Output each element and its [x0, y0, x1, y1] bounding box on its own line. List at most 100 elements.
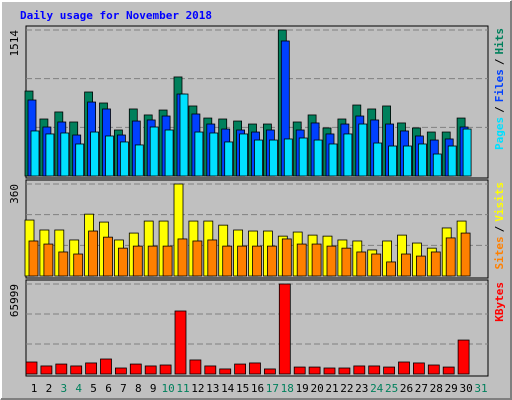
bar — [177, 238, 188, 277]
bar — [88, 230, 98, 277]
bar — [268, 139, 278, 177]
bar — [298, 137, 308, 177]
bar — [326, 245, 337, 277]
bar — [323, 367, 336, 375]
chart-title: Daily usage for November 2018 — [20, 9, 212, 22]
bar — [266, 245, 277, 277]
bar — [118, 247, 128, 277]
bar — [415, 255, 426, 277]
bar — [371, 253, 382, 277]
x-tick-label: 20 — [310, 382, 323, 395]
bar — [174, 310, 187, 375]
bar — [85, 362, 97, 375]
x-tick-label: 3 — [60, 382, 67, 395]
bar — [457, 339, 470, 375]
x-tick-label: 4 — [75, 382, 82, 395]
bar — [103, 236, 113, 277]
bar — [55, 363, 68, 375]
bar — [328, 143, 338, 177]
bar — [432, 153, 442, 177]
bar — [204, 365, 217, 375]
x-tick-label: 10 — [161, 382, 174, 395]
x-tick-label: 18 — [281, 382, 294, 395]
bar — [234, 363, 247, 375]
bar — [358, 123, 368, 177]
bar — [100, 358, 112, 375]
bar — [43, 243, 54, 277]
bar — [462, 128, 472, 177]
bar — [293, 366, 306, 375]
x-tick-label: 2 — [46, 382, 53, 395]
bar — [401, 253, 411, 277]
legend-entry: Sites — [493, 236, 506, 269]
bar — [147, 245, 158, 277]
x-tick-label: 7 — [120, 382, 127, 395]
bar — [90, 131, 99, 177]
bar — [28, 240, 39, 277]
bar — [296, 243, 307, 277]
legend-entry: Files — [493, 69, 506, 102]
x-tick-label: 13 — [206, 382, 219, 395]
bar — [412, 362, 425, 375]
bar — [398, 361, 410, 375]
legend-separator: / — [493, 106, 506, 113]
bar — [60, 132, 70, 177]
legend: Pages / Files / Hits — [493, 28, 506, 150]
bar — [311, 243, 322, 277]
bar — [209, 132, 219, 177]
bar — [189, 359, 202, 375]
y-tick-label: 1514 — [8, 30, 21, 57]
legend-separator: / — [493, 225, 506, 232]
bar — [249, 362, 261, 375]
x-tick-label: 25 — [385, 382, 398, 395]
bar — [373, 142, 383, 177]
bar — [75, 143, 85, 177]
x-tick-label: 19 — [296, 382, 309, 395]
bar — [447, 145, 457, 177]
bar — [283, 138, 293, 177]
x-tick-label: 5 — [90, 382, 97, 395]
x-tick-label: 14 — [221, 382, 235, 395]
bar — [239, 133, 249, 177]
bar — [164, 129, 174, 177]
bar — [115, 367, 127, 375]
bar — [207, 239, 218, 277]
bar — [338, 367, 351, 375]
bar — [353, 365, 366, 375]
x-tick-label: 24 — [370, 382, 384, 395]
bar — [263, 368, 276, 375]
bar — [403, 145, 412, 177]
x-tick-label: 22 — [340, 382, 353, 395]
bar — [192, 240, 203, 277]
bar — [159, 364, 172, 375]
legend-entry: Visits — [493, 182, 506, 222]
legend-separator: / — [493, 58, 506, 65]
bar — [194, 131, 204, 177]
x-tick-label: 8 — [135, 382, 142, 395]
bar — [356, 251, 367, 277]
bar — [179, 93, 189, 177]
bar — [237, 245, 248, 277]
bar — [252, 245, 262, 277]
bar — [25, 361, 38, 375]
bar — [341, 247, 352, 277]
bar — [162, 245, 173, 277]
bar — [430, 251, 441, 277]
bar — [460, 232, 471, 277]
bar — [278, 283, 291, 375]
legend: Sites / Visits — [493, 182, 506, 270]
bar — [149, 126, 159, 177]
legend-entry: Pages — [493, 117, 506, 150]
y-tick-label: 65999 — [8, 284, 21, 317]
bar — [45, 133, 55, 177]
x-tick-label: 31 — [474, 382, 487, 395]
bar — [73, 253, 84, 277]
bar — [120, 141, 129, 177]
legend: KBytes — [493, 282, 506, 322]
bar — [442, 366, 455, 375]
bar — [134, 144, 144, 177]
x-tick-label: 28 — [430, 382, 443, 395]
x-tick-label: 17 — [266, 382, 279, 395]
